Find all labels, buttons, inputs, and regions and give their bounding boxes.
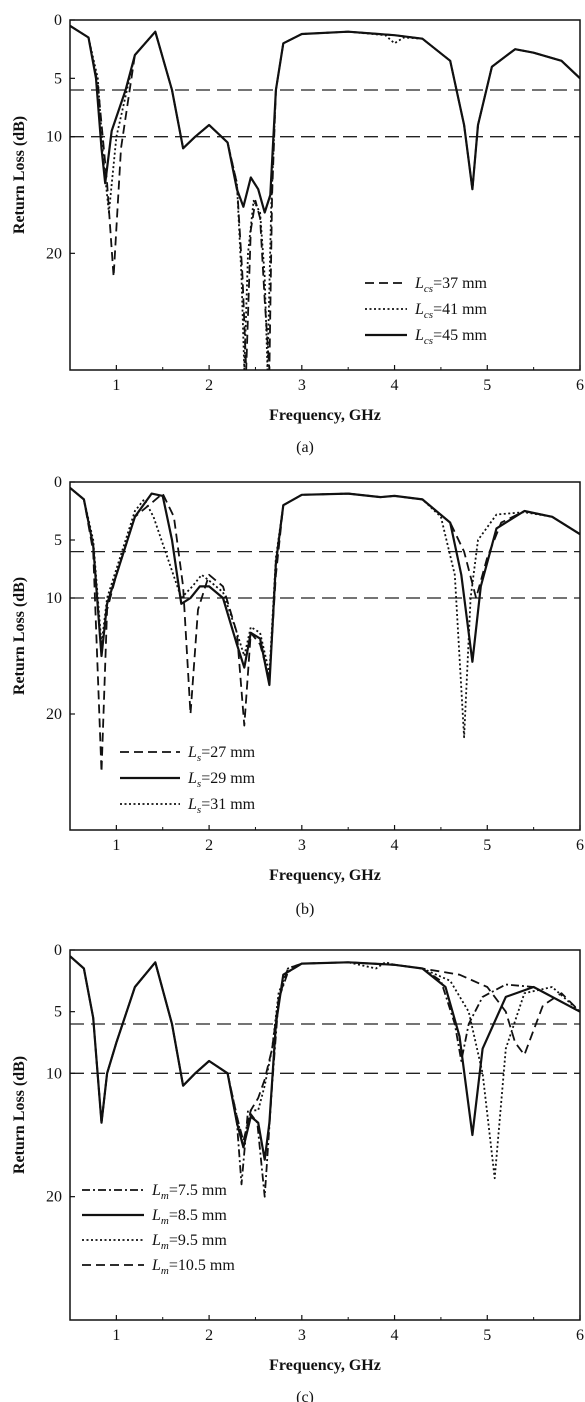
series-line-l-cs-37-mm [70,25,580,370]
x-tick-label: 6 [576,1327,584,1344]
x-tick-label: 2 [205,377,213,394]
chart-panel-c: 1 2 3 4 5 6 0 5 10 20 Frequency, GHz Return Loss (d… [0,940,585,1402]
series-line-l-m-9-5-mm [70,955,580,1180]
series-line-l-cs-41-mm [70,25,580,370]
legend-label: Lm=7.5 mm [151,1182,227,1202]
legend-label: Lm=9.5 mm [151,1232,227,1252]
y-axis-label: Return Loss (dB) [11,116,28,234]
chart-b-svg: 1 2 3 4 5 6 0 5 10 20 Frequency, GHz Return Loss (d… [11,474,584,918]
legend-label: Lm=10.5 mm [151,1257,235,1277]
y-tick-label: 10 [46,129,62,146]
chart-caption: (b) [296,901,315,918]
chart-a-svg: 1 2 3 4 5 6 0 5 10 20 Frequency, GHz Return Loss (d… [11,12,584,456]
y-axis-label: Return Loss (dB) [11,577,28,695]
legend-label: Ls=31 mm [187,796,256,816]
series-line-l-s-27-mm [70,487,580,773]
y-tick-label: 20 [46,245,62,262]
y-tick-label: 20 [46,706,62,723]
x-tick-label: 1 [112,377,120,394]
legend-label: Ls=27 mm [187,744,256,764]
y-axis-label: Return Loss (dB) [11,1056,28,1174]
x-tick-label: 6 [576,377,584,394]
legend-label: Ls=29 mm [187,770,256,790]
plot-frame [69,481,581,831]
y-tick-label: 5 [54,1004,62,1021]
y-tick-label: 10 [46,590,62,607]
x-tick-label: 5 [483,1327,491,1344]
x-axis-label: Frequency, GHz [269,1357,381,1374]
chart-caption: (c) [296,1389,314,1402]
x-tick-label: 3 [298,837,306,854]
x-tick-label: 4 [391,837,399,854]
chart-panel-a: 1 2 3 4 5 6 0 5 10 20 Frequency, GHz Return Loss (d… [0,0,585,470]
series-line-l-m-10-5-mm [70,955,580,1143]
x-tick-label: 2 [205,1327,213,1344]
y-tick-label: 0 [54,12,62,29]
series-line-l-cs-45-mm [70,24,580,214]
x-tick-label: 5 [483,377,491,394]
chart-panel-b: 1 2 3 4 5 6 0 5 10 20 Frequency, GHz Return Loss (d… [0,470,585,940]
plot-frame [69,949,581,1321]
y-tick-label: 20 [46,1189,62,1206]
y-tick-label: 5 [54,532,62,549]
x-tick-label: 1 [112,1327,120,1344]
x-tick-label: 3 [298,377,306,394]
plot-frame [69,19,581,371]
legend-label: Lcs=45 mm [414,327,488,347]
y-tick-label: 0 [54,942,62,959]
y-tick-label: 10 [46,1065,62,1082]
x-axis-label: Frequency, GHz [269,407,381,424]
x-tick-label: 3 [298,1327,306,1344]
chart-c-svg: 1 2 3 4 5 6 0 5 10 20 Frequency, GHz Return Loss (d… [11,942,584,1402]
chart-caption: (a) [296,439,314,456]
legend-label: Lcs=37 mm [414,275,488,295]
legend-label: Lcs=41 mm [414,301,488,321]
x-tick-label: 6 [576,837,584,854]
x-tick-label: 2 [205,837,213,854]
x-tick-label: 5 [483,837,491,854]
series-line-l-s-29-mm [70,486,580,687]
x-tick-label: 4 [391,377,399,394]
x-axis-label: Frequency, GHz [269,867,381,884]
y-tick-label: 0 [54,474,62,491]
y-tick-label: 5 [54,70,62,87]
legend-label: Lm=8.5 mm [151,1207,227,1227]
x-tick-label: 1 [112,837,120,854]
series-line-l-m-7-5-mm [70,955,580,1198]
x-tick-label: 4 [391,1327,399,1344]
